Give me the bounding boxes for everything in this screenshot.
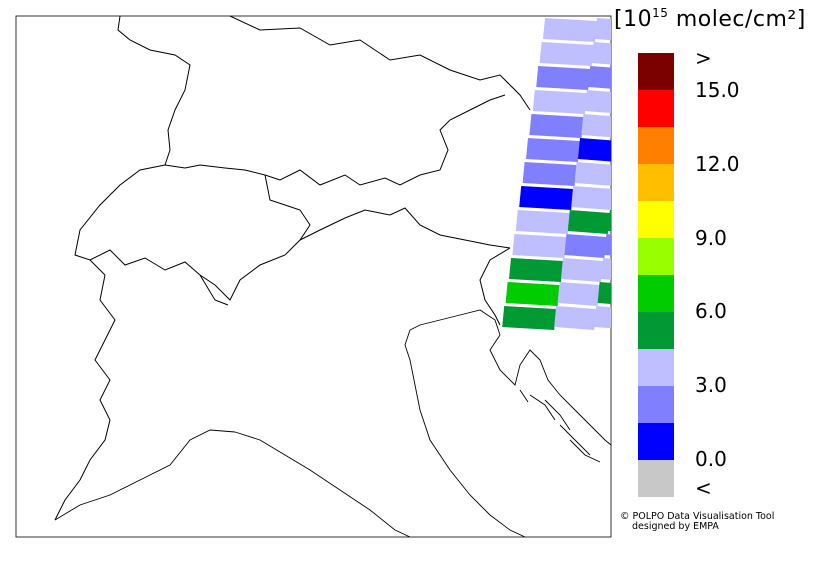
credit-line-2: designed by EMPA	[632, 521, 719, 532]
swath-pixel	[561, 258, 603, 282]
legend-label-15: 15.0	[695, 78, 740, 102]
swath-pixel	[502, 306, 557, 330]
legend-box	[638, 90, 674, 127]
swath-pixel	[581, 114, 611, 138]
swath-pixel	[519, 186, 574, 210]
swath-pixel	[509, 258, 563, 282]
credit-line-1: © POLPO Data Visualisation Tool	[620, 511, 775, 522]
swath-pixel	[536, 66, 591, 90]
legend-box	[638, 275, 674, 312]
legend-label-6: 6.0	[695, 299, 727, 323]
swath-pixel	[557, 282, 600, 306]
satellite-swath	[502, 18, 611, 330]
swath-pixel	[607, 210, 611, 232]
legend-unit-title: [1015 molec/cm²]	[614, 6, 806, 32]
swath-pixel	[591, 42, 611, 65]
legend-label-above: >	[695, 46, 712, 70]
swath-pixel	[594, 306, 611, 329]
swath-pixel	[532, 90, 587, 114]
swath-pixel	[584, 90, 611, 113]
swath-pixel	[604, 234, 611, 256]
country-borders	[54, 16, 531, 521]
swath-pixel	[526, 138, 580, 162]
legend-label-below: <	[695, 476, 712, 500]
legend-box	[638, 164, 674, 201]
swath-pixel	[574, 162, 611, 186]
legend-box	[638, 460, 674, 497]
legend-box	[638, 349, 674, 386]
legend-label-0: 0.0	[695, 447, 727, 471]
swath-pixel	[567, 210, 610, 234]
swath-pixel	[505, 282, 560, 306]
swath-pixel	[543, 18, 597, 42]
swath-pixel	[554, 306, 597, 330]
coastline	[54, 309, 611, 537]
swath-pixel	[601, 258, 611, 280]
legend-box	[638, 386, 674, 423]
legend-box	[638, 238, 674, 275]
swath-pixel	[522, 162, 577, 186]
swath-pixel	[588, 66, 611, 89]
swath-pixel	[529, 114, 584, 138]
swath-pixel	[539, 42, 594, 66]
legend-box	[638, 312, 674, 349]
legend-box	[638, 201, 674, 238]
swath-pixel	[564, 234, 607, 258]
credit-text: © POLPO Data Visualisation Tool designed…	[620, 512, 774, 532]
swath-pixel	[512, 234, 567, 258]
legend-label-9: 9.0	[695, 226, 727, 250]
swath-pixel	[578, 138, 611, 162]
legend-color-bar	[638, 53, 674, 497]
swath-pixel	[597, 282, 611, 305]
legend-box	[638, 423, 674, 460]
legend-label-3: 3.0	[695, 373, 727, 397]
legend-label-12: 12.0	[695, 152, 740, 176]
swath-pixel	[571, 186, 611, 210]
swath-pixel	[515, 210, 570, 234]
legend-box	[638, 53, 674, 90]
legend-box	[638, 127, 674, 164]
swath-pixel	[595, 18, 611, 41]
